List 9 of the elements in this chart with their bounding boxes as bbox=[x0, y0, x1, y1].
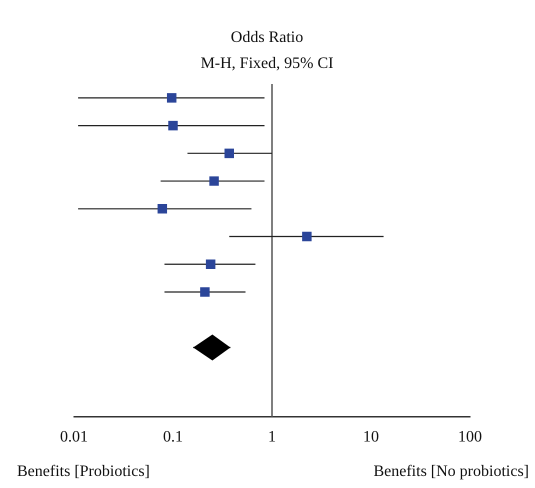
text: Benefits [Probiotics] bbox=[17, 463, 150, 480]
x-tick-label: 0.01 bbox=[60, 428, 88, 446]
text: Benefits [No probiotics] bbox=[373, 463, 529, 480]
x-tick-label: 100 bbox=[458, 428, 482, 446]
x-tick-label: 0.1 bbox=[163, 428, 183, 446]
chart-subtitle: M-H, Fixed, 95% CI bbox=[200, 55, 334, 72]
chart-title: Odds Ratio bbox=[230, 29, 304, 46]
x-tick-label: 1 bbox=[268, 428, 276, 446]
x-tick-label: 10 bbox=[363, 428, 379, 446]
